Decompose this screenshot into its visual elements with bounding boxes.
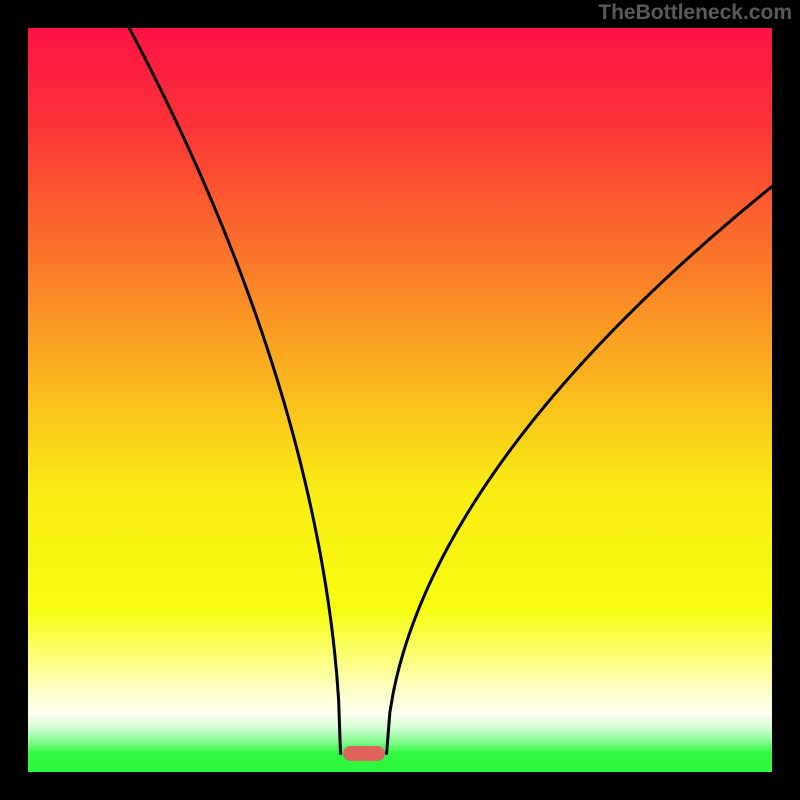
watermark-text: TheBottleneck.com — [598, 1, 792, 25]
plot-area — [28, 28, 772, 772]
curve-left — [117, 6, 340, 754]
curves-layer — [28, 28, 772, 772]
bottleneck-marker — [343, 746, 385, 761]
curve-right — [387, 181, 780, 754]
